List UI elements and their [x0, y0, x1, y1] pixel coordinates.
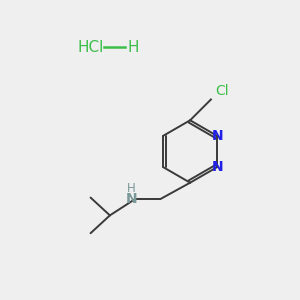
- Text: H: H: [128, 40, 140, 55]
- Text: H: H: [127, 182, 136, 195]
- Text: N: N: [211, 160, 223, 174]
- Text: N: N: [211, 129, 223, 143]
- Text: HCl: HCl: [77, 40, 104, 55]
- Text: N: N: [126, 192, 137, 206]
- Text: Cl: Cl: [215, 84, 229, 98]
